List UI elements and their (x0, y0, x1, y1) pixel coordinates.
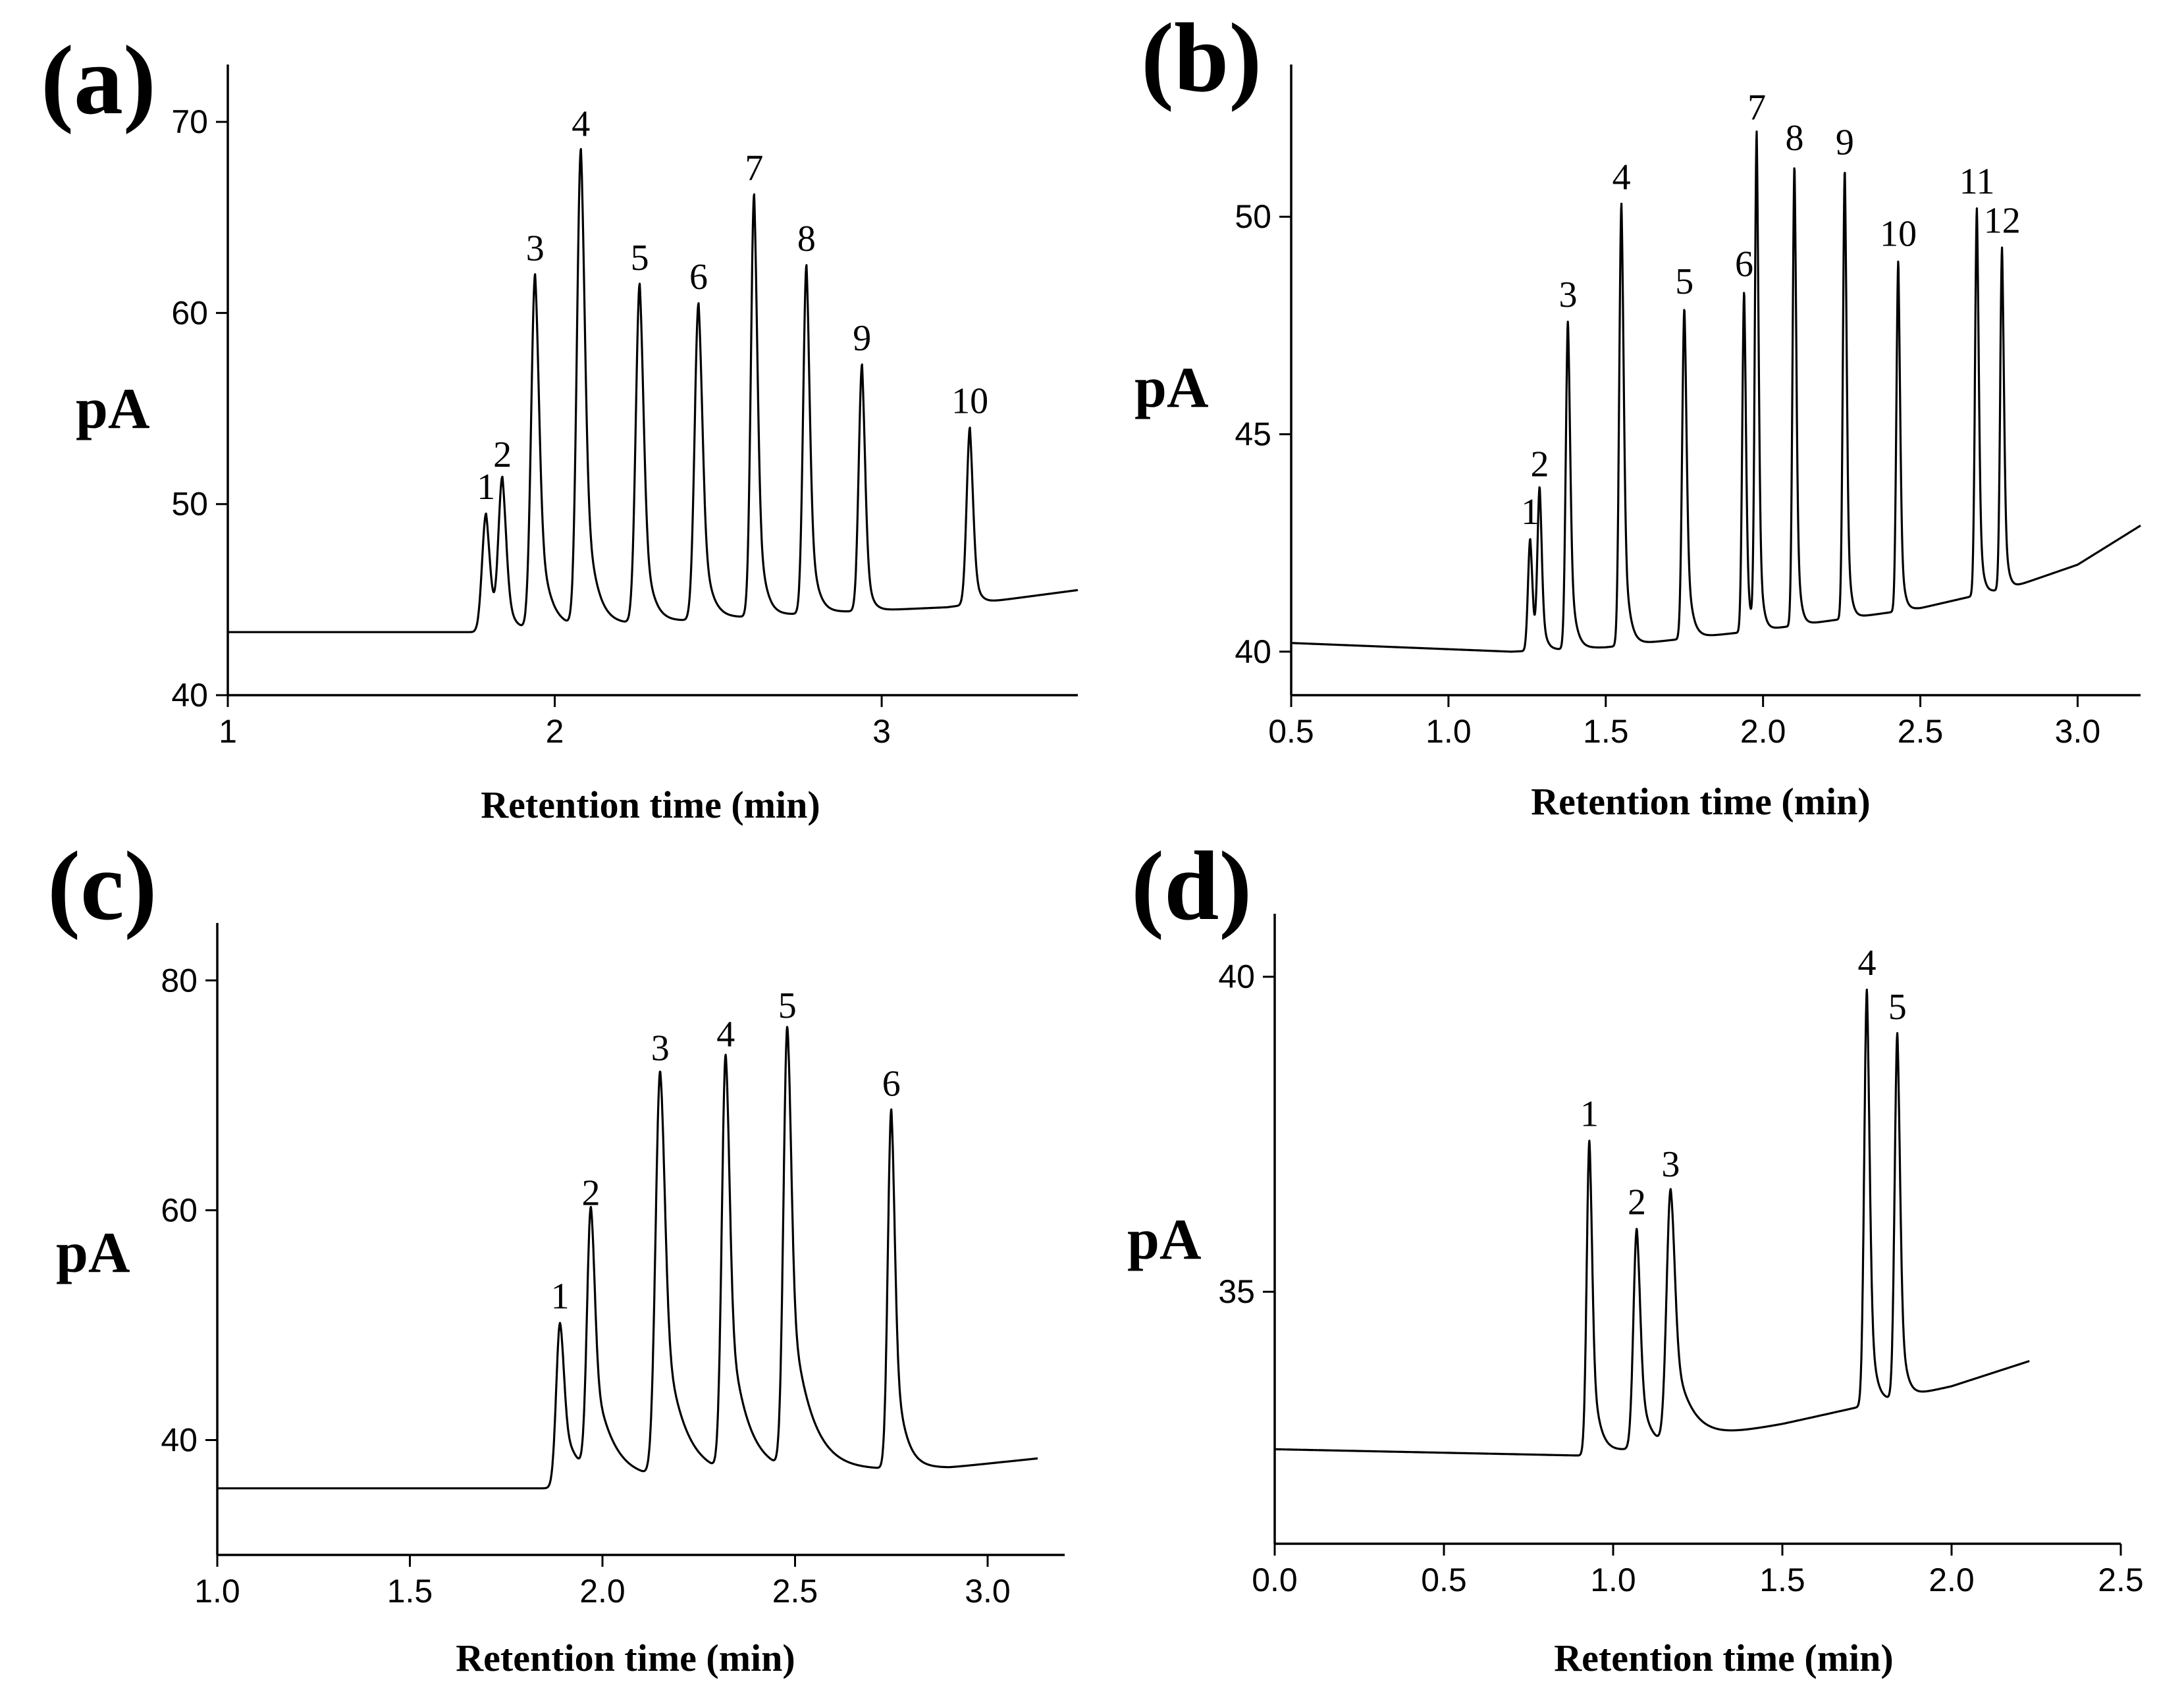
x-tick-label: 2.5 (2098, 1562, 2144, 1598)
chromatogram-trace (1273, 988, 2031, 1457)
peak-label: 4 (1612, 157, 1631, 197)
y-axis-title: pA (1127, 1208, 1202, 1272)
peak-label: 2 (1628, 1182, 1646, 1223)
x-axis-title: Retention time (min) (456, 1637, 795, 1679)
x-tick-label: 2.0 (579, 1573, 626, 1610)
peak-label: 4 (1858, 943, 1877, 984)
peak-label: 5 (1888, 987, 1907, 1028)
peak-label: 12 (1984, 200, 2021, 241)
panel-letter: (d) (1131, 831, 1252, 941)
x-tick-label: 2.5 (772, 1573, 818, 1610)
peak-label: 4 (716, 1014, 735, 1055)
y-tick-label: 60 (171, 294, 208, 331)
x-tick-label: 0.5 (1268, 713, 1314, 750)
x-tick-label: 1.5 (1583, 713, 1629, 750)
peak-label: 9 (853, 318, 871, 359)
y-axis-title: pA (76, 377, 150, 441)
panel-letter: (a) (41, 26, 156, 135)
peak-label: 1 (551, 1276, 570, 1317)
y-tick-label: 35 (1218, 1273, 1255, 1310)
peak-label: 6 (882, 1064, 901, 1105)
peak-label: 2 (1530, 444, 1549, 485)
y-tick-label: 80 (161, 962, 198, 999)
y-tick-label: 45 (1235, 416, 1271, 453)
x-tick-label: 0.0 (1252, 1562, 1298, 1598)
peak-label: 3 (651, 1028, 670, 1068)
x-tick-label: 2.0 (1740, 713, 1786, 750)
panel-letter: (c) (47, 831, 157, 941)
peak-label: 10 (951, 381, 988, 422)
x-tick-label: 1.0 (1590, 1562, 1636, 1598)
peak-label: 3 (1661, 1144, 1680, 1185)
y-tick-label: 50 (171, 486, 208, 523)
chromatogram-trace (216, 1026, 1039, 1490)
peak-label: 11 (1959, 161, 1995, 202)
panel-d: 0.0 0.5 1.0 1.5 2.0 2.5 35 40 1 23 45 (d) pA Retentio… (1127, 831, 2144, 1679)
y-axis-title: pA (56, 1221, 130, 1285)
x-tick-label: 0.5 (1421, 1562, 1467, 1598)
peak-label: 5 (631, 238, 649, 278)
peak-label: 7 (745, 147, 763, 188)
x-tick-label: 2.0 (1929, 1562, 1975, 1598)
peak-label: 1 (1521, 492, 1539, 533)
x-tick-label: 3.0 (965, 1573, 1011, 1610)
x-tick-label: 3 (872, 713, 891, 750)
peak-label: 10 (1880, 213, 1917, 254)
peak-label: 5 (1675, 261, 1693, 302)
x-tick-label: 1.5 (1759, 1562, 1805, 1598)
peak-label: 6 (1735, 244, 1753, 285)
peak-label: 1 (1580, 1094, 1599, 1135)
y-tick-label: 40 (1235, 633, 1271, 670)
y-tick-label: 70 (171, 103, 208, 140)
x-axis-title: Retention time (min) (481, 783, 820, 826)
y-tick-label: 60 (161, 1192, 198, 1228)
peak-label: 1 (477, 467, 495, 508)
y-axis-title: pA (1134, 356, 1209, 420)
x-tick-label: 1 (219, 713, 237, 750)
peak-label: 3 (526, 228, 545, 269)
peak-label: 4 (572, 104, 590, 145)
peak-label: 7 (1747, 88, 1766, 128)
panel-c: 1.0 1.5 2.0 2.5 3.0 40 60 80 1 2 3 4 5 6 (c) pA Retentio… (47, 831, 1065, 1679)
x-tick-label: 2 (546, 713, 564, 750)
x-tick-label: 1.0 (194, 1573, 240, 1610)
chromatogram-trace (1290, 130, 2142, 653)
peak-label: 5 (778, 985, 797, 1026)
peak-label: 8 (797, 219, 816, 259)
y-tick-label: 40 (171, 677, 208, 714)
x-tick-label: 1.0 (1425, 713, 1472, 750)
peak-label: 3 (1558, 275, 1577, 315)
x-axis-title: Retention time (min) (1554, 1637, 1893, 1679)
y-tick-label: 50 (1235, 198, 1271, 235)
chromatogram-trace (226, 147, 1079, 633)
y-tick-label: 40 (161, 1421, 198, 1458)
x-tick-label: 3.0 (2055, 713, 2101, 750)
x-tick-label: 2.5 (1898, 713, 1944, 750)
panel-letter: (b) (1141, 3, 1262, 113)
peak-label: 2 (581, 1172, 600, 1213)
x-axis-title: Retention time (min) (1531, 780, 1870, 823)
x-tick-label: 1.5 (387, 1573, 433, 1610)
y-tick-label: 40 (1218, 959, 1255, 995)
peak-label: 6 (689, 257, 708, 298)
peak-label: 9 (1836, 122, 1854, 163)
peak-label: 2 (493, 434, 512, 475)
peak-label: 8 (1785, 118, 1803, 159)
